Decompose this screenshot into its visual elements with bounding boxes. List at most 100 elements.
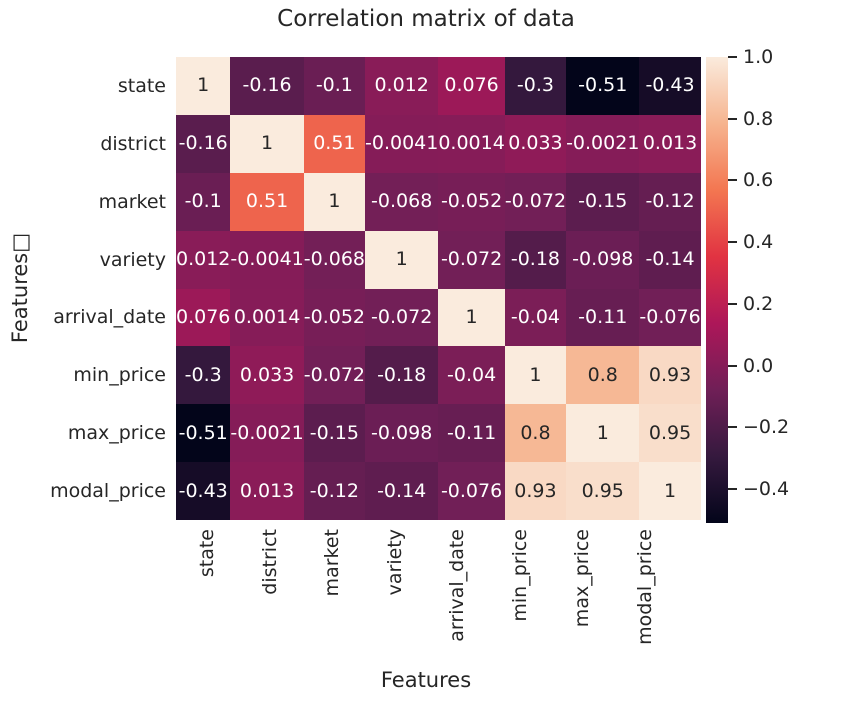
colorbar-tick-label: 0.8 [743,107,774,130]
colorbar-tick-mark [728,426,737,429]
colorbar-tick-mark [728,56,737,58]
cell-annotation: -0.15 [309,421,359,444]
heatmap-cell: -0.072 [504,172,567,231]
cell-annotation: -0.098 [371,421,433,444]
cell-annotation: 1 [395,248,408,271]
heatmap-cell: 1 [230,114,304,173]
cell-annotation: -0.51 [178,421,228,444]
colorbar-tick-label: 0.0 [743,354,774,377]
cell-annotation: 0.013 [642,132,698,155]
heatmap-cell: 0.076 [176,288,231,347]
cell-annotation: 1 [596,421,609,444]
colorbar-tick-label: 0.6 [743,169,774,192]
heatmap-cell: 0.95 [566,462,640,520]
cell-annotation: 0.93 [514,479,557,502]
heatmap-cell: -0.1 [303,57,365,115]
cell-annotation: 0.033 [239,363,295,386]
heatmap-cell: -0.052 [438,172,505,231]
cell-annotation: -0.11 [447,421,497,444]
cell-annotation: 1 [664,479,677,502]
heatmap-cell: -0.072 [365,288,439,347]
colorbar-tick-label: 1.0 [743,46,774,68]
heatmap-cell: -0.068 [303,230,365,289]
cell-annotation: 0.012 [374,74,429,97]
cell-annotation: 0.076 [444,74,499,97]
colorbar-tick-mark [728,302,737,305]
heatmap-cell: -0.18 [365,346,439,405]
cell-annotation: -0.11 [578,305,628,328]
x-axis-label: Features [380,668,472,692]
heatmap-cell: 0.013 [230,462,304,520]
cell-annotation: -0.076 [440,479,503,502]
x-tick-label: min_price [508,529,531,622]
heatmap-cell: -0.0041 [365,114,439,173]
heatmap-cell: 1 [639,462,701,520]
y-tick-label: min_price [73,364,166,387]
y-axis-label: Features□ [8,232,32,344]
heatmap-cell: -0.3 [504,57,567,115]
colorbar-tick-label: −0.2 [743,416,790,439]
y-tick-label: market [98,190,166,213]
colorbar-tick-mark [728,117,737,120]
cell-annotation: -0.1 [315,74,353,97]
cell-annotation: 0.95 [581,479,624,502]
heatmap-cell: 1 [566,404,640,463]
colorbar-tick-mark [728,364,737,367]
cell-annotation: -0.04 [447,363,497,386]
cell-annotation: 1 [261,132,274,155]
heatmap-cell: -0.072 [303,346,365,405]
x-tick-label: state [196,529,219,578]
cell-annotation: -0.068 [303,248,365,271]
cell-annotation: 1 [197,74,210,97]
heatmap-cell: -0.068 [365,172,439,231]
cell-annotation: -0.098 [572,248,634,271]
heatmap: 1 -0.16 -0.1 0.012 0.076 -0.3 -0.51 -0.43 -0.16 1… [176,57,701,520]
cell-annotation: -0.43 [645,74,695,97]
cell-annotation: 0.51 [313,132,356,155]
heatmap-cell: -0.04 [504,288,567,347]
cell-annotation: 0.0014 [233,305,301,328]
x-tick-label: max_price [571,529,594,628]
cell-annotation: 0.93 [648,363,692,386]
x-tick-label: modal_price [633,529,656,645]
heatmap-cell: 0.0014 [438,114,505,173]
x-tick-label: district [258,529,281,595]
cell-annotation: 0.033 [508,132,563,155]
heatmap-cell: -0.076 [639,288,701,347]
heatmap-cell: 0.8 [504,404,567,463]
cell-annotation: -0.18 [510,248,561,271]
heatmap-cell: 0.95 [639,404,701,463]
cell-annotation: 0.012 [176,248,231,271]
cell-annotation: -0.16 [178,132,228,155]
cell-annotation: -0.068 [371,190,433,213]
heatmap-cell: -0.12 [303,462,365,520]
heatmap-cell: 0.012 [365,57,439,115]
y-tick-label: max_price [67,422,166,445]
heatmap-cell: -0.43 [639,57,701,115]
cell-annotation: -0.052 [440,190,503,213]
heatmap-cell: 1 [176,57,231,115]
cell-annotation: 0.0014 [438,132,505,155]
heatmap-cell: 0.51 [230,172,304,231]
colorbar-tick-label: 0.4 [743,231,774,254]
heatmap-cell: 1 [303,172,365,231]
heatmap-cell: -0.11 [438,404,505,463]
cell-annotation: -0.072 [440,248,503,271]
heatmap-cell: -0.04 [438,346,505,405]
heatmap-cell: 0.51 [303,114,365,173]
heatmap-cell: -0.3 [176,346,231,405]
cell-annotation: -0.3 [184,363,222,386]
heatmap-cell: -0.098 [566,230,640,289]
heatmap-cell: -0.0041 [230,230,304,289]
cell-annotation: 0.013 [239,479,295,502]
cell-annotation: 0.95 [648,421,692,444]
heatmap-cell: 0.8 [566,346,640,405]
cell-annotation: -0.14 [377,479,427,502]
cell-annotation: -0.15 [578,190,628,213]
y-tick-label: modal_price [50,480,166,503]
y-tick-label: variety [99,248,166,271]
heatmap-cell: -0.15 [566,172,640,231]
colorbar-tick-label: −0.4 [743,478,790,501]
heatmap-cell: -0.14 [365,462,439,520]
